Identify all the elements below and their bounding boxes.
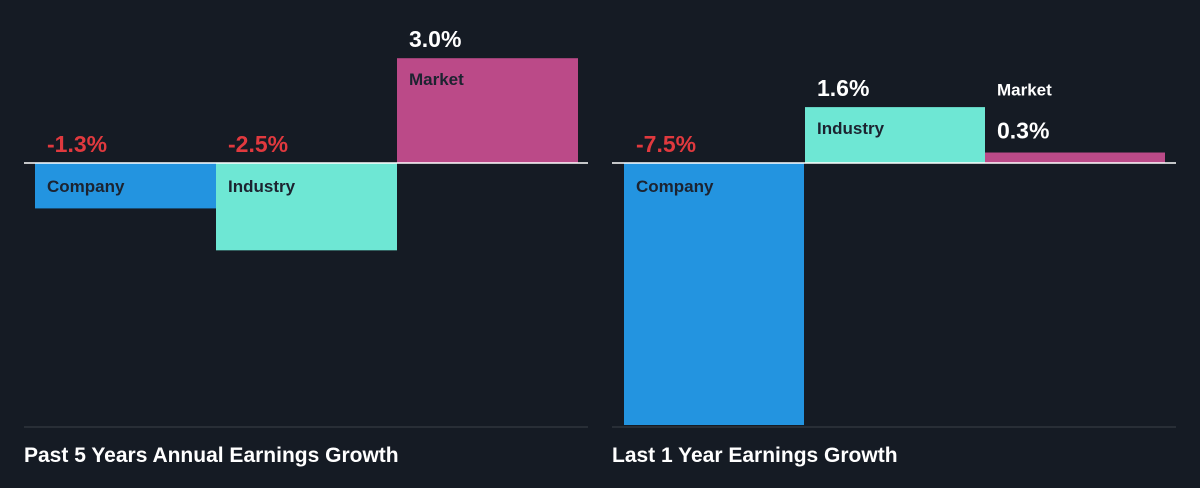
chart-title-5-year: Past 5 Years Annual Earnings Growth — [24, 444, 399, 467]
bar-market — [985, 152, 1165, 163]
value-label-industry: 1.6% — [817, 75, 869, 101]
value-label-company: -7.5% — [636, 131, 696, 157]
category-label-market: Market — [409, 70, 464, 89]
category-label-market: Market — [997, 81, 1052, 100]
category-label-industry: Industry — [817, 119, 885, 138]
bar-company — [624, 163, 804, 425]
value-label-industry: -2.5% — [228, 131, 288, 157]
chart-title-1-year: Last 1 Year Earnings Growth — [612, 444, 898, 467]
value-label-market: 3.0% — [409, 26, 461, 52]
bar-industry — [805, 107, 985, 163]
category-label-company: Company — [47, 177, 125, 196]
category-label-industry: Industry — [228, 177, 296, 196]
bar-company — [35, 163, 216, 209]
value-label-market: 0.3% — [997, 118, 1049, 144]
value-label-company: -1.3% — [47, 131, 107, 157]
bar-industry — [216, 163, 397, 251]
bar-market — [397, 58, 578, 164]
category-label-company: Company — [636, 177, 714, 196]
